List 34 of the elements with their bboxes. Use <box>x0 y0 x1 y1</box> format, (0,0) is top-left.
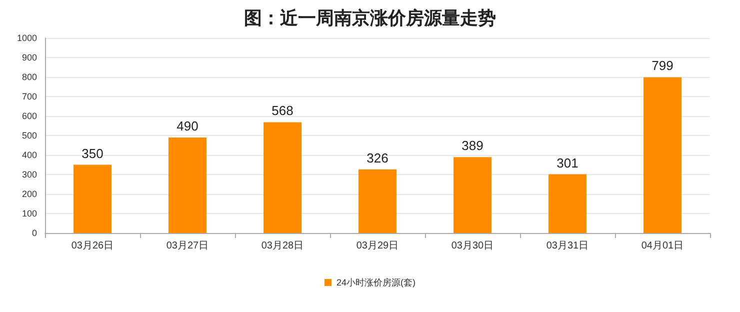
legend-label: 24小时涨价房源(套) <box>336 278 416 288</box>
y-tick-label: 700 <box>22 92 37 102</box>
x-tick-label: 03月26日 <box>71 240 114 252</box>
data-label: 799 <box>652 58 674 74</box>
x-tick-label: 03月30日 <box>451 240 494 252</box>
x-tick-label: 03月31日 <box>546 240 589 252</box>
y-tick-label: 600 <box>22 111 37 121</box>
data-label: 350 <box>82 146 104 161</box>
y-tick-label: 0 <box>32 228 37 238</box>
bar <box>358 169 396 233</box>
y-tick-label: 200 <box>22 189 37 199</box>
data-label: 490 <box>176 118 198 134</box>
y-tick-label: 1000 <box>16 33 37 43</box>
bar <box>454 157 492 233</box>
data-label: 301 <box>556 155 578 170</box>
bar <box>548 174 586 233</box>
bar <box>168 137 206 233</box>
x-tick-label: 03月27日 <box>166 240 209 252</box>
y-tick-label: 800 <box>22 72 37 82</box>
bar <box>264 122 302 233</box>
x-tick-label: 04月01日 <box>641 240 684 252</box>
y-tick-label: 500 <box>22 130 37 140</box>
y-tick-label: 400 <box>22 150 37 160</box>
y-tick-label: 300 <box>22 170 37 180</box>
y-tick-label: 900 <box>22 52 37 62</box>
chart-title: 图：近一周南京涨价房源量走势 <box>244 8 496 28</box>
x-tick-label: 03月28日 <box>261 240 304 252</box>
x-tick-label: 03月29日 <box>356 240 399 252</box>
data-label: 568 <box>272 103 294 118</box>
data-label: 326 <box>366 150 388 166</box>
bar <box>74 164 112 233</box>
y-tick-label: 100 <box>22 208 37 218</box>
bar <box>644 77 682 233</box>
data-label: 389 <box>462 138 484 154</box>
